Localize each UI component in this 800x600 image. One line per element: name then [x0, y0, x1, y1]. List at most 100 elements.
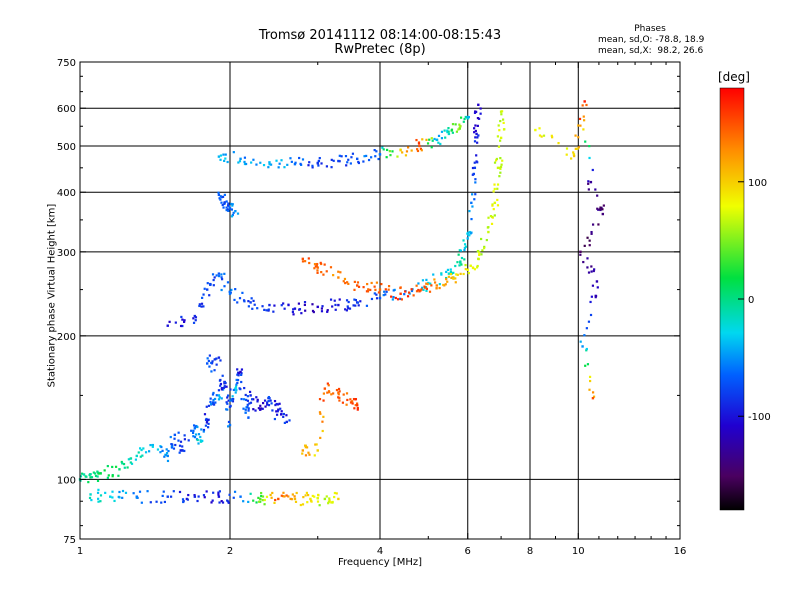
- data-point: [252, 398, 255, 401]
- data-point: [433, 278, 436, 281]
- data-point: [478, 253, 481, 257]
- data-point: [425, 138, 428, 141]
- data-point: [301, 260, 305, 263]
- data-point: [497, 124, 500, 127]
- data-point: [135, 454, 138, 458]
- data-point: [498, 129, 501, 132]
- data-point: [594, 296, 597, 299]
- data-point: [208, 294, 211, 297]
- data-point: [209, 282, 212, 286]
- data-point: [273, 501, 276, 504]
- data-point: [246, 399, 250, 402]
- data-point: [223, 382, 226, 385]
- data-point: [454, 281, 457, 284]
- data-point: [344, 154, 348, 158]
- data-point: [247, 500, 250, 504]
- data-point: [213, 369, 216, 372]
- data-point: [570, 157, 573, 160]
- data-point: [261, 499, 264, 502]
- data-point: [268, 161, 271, 164]
- data-point: [356, 406, 359, 410]
- data-point: [247, 416, 250, 419]
- data-point: [197, 442, 200, 445]
- data-point: [237, 374, 240, 377]
- data-point: [280, 410, 283, 413]
- data-point: [496, 183, 500, 186]
- data-point: [468, 230, 471, 234]
- data-point: [259, 408, 262, 411]
- data-point: [292, 313, 295, 316]
- data-point: [223, 285, 226, 288]
- data-point: [172, 447, 176, 450]
- data-point: [280, 494, 283, 497]
- data-point: [307, 493, 310, 497]
- data-point: [591, 396, 595, 400]
- data-point: [240, 368, 244, 371]
- data-point: [111, 473, 114, 477]
- data-point: [89, 473, 92, 476]
- data-point: [228, 207, 232, 210]
- data-point: [487, 230, 490, 234]
- data-point: [471, 205, 474, 208]
- data-point: [373, 285, 376, 288]
- data-point: [220, 386, 223, 390]
- data-point: [574, 147, 577, 150]
- data-point: [244, 393, 247, 397]
- data-point: [220, 288, 223, 292]
- data-point: [322, 392, 325, 395]
- data-point: [228, 399, 232, 402]
- data-point: [298, 156, 301, 160]
- data-point: [344, 281, 347, 285]
- data-point: [493, 201, 497, 205]
- data-point: [151, 443, 155, 447]
- data-point: [179, 440, 183, 443]
- data-point: [473, 166, 477, 170]
- data-point: [337, 497, 340, 501]
- data-point: [538, 127, 541, 130]
- data-point: [267, 308, 270, 311]
- data-point: [253, 303, 256, 306]
- data-point: [107, 474, 110, 477]
- data-point: [430, 146, 433, 149]
- data-point: [428, 138, 431, 141]
- data-point: [421, 286, 424, 289]
- data-point: [221, 374, 224, 377]
- data-point: [347, 158, 350, 161]
- data-point: [230, 399, 234, 402]
- data-point: [230, 398, 233, 401]
- data-point: [464, 263, 467, 267]
- data-point: [307, 451, 310, 454]
- data-point: [407, 291, 411, 294]
- data-point: [475, 266, 479, 269]
- data-point: [354, 304, 357, 307]
- data-point: [444, 136, 447, 139]
- data-point: [438, 286, 441, 290]
- data-point: [392, 296, 395, 299]
- data-point: [206, 282, 209, 285]
- data-point: [391, 298, 394, 301]
- data-point: [192, 321, 196, 324]
- data-point: [183, 438, 186, 441]
- data-point: [392, 289, 395, 292]
- data-point: [317, 164, 320, 167]
- data-point: [591, 391, 595, 394]
- data-point: [202, 428, 206, 432]
- data-point: [234, 387, 237, 390]
- axis-ticks: 1 2 4 6 8 10 16 75 100 200 300 400 500 600 750: [57, 58, 686, 557]
- data-point: [366, 290, 370, 293]
- data-point: [442, 283, 445, 287]
- colorbar-ticks: 100 0 -100: [738, 178, 771, 423]
- data-point: [385, 290, 388, 293]
- data-point: [249, 394, 252, 397]
- data-point: [221, 195, 225, 198]
- data-point: [252, 408, 255, 411]
- data-point: [320, 310, 324, 313]
- data-point: [433, 137, 436, 141]
- data-point: [212, 403, 216, 406]
- data-point: [200, 428, 203, 431]
- data-point: [223, 201, 226, 205]
- data-point: [167, 449, 170, 453]
- data-point: [466, 268, 469, 272]
- data-point: [140, 448, 143, 452]
- data-point: [498, 139, 502, 142]
